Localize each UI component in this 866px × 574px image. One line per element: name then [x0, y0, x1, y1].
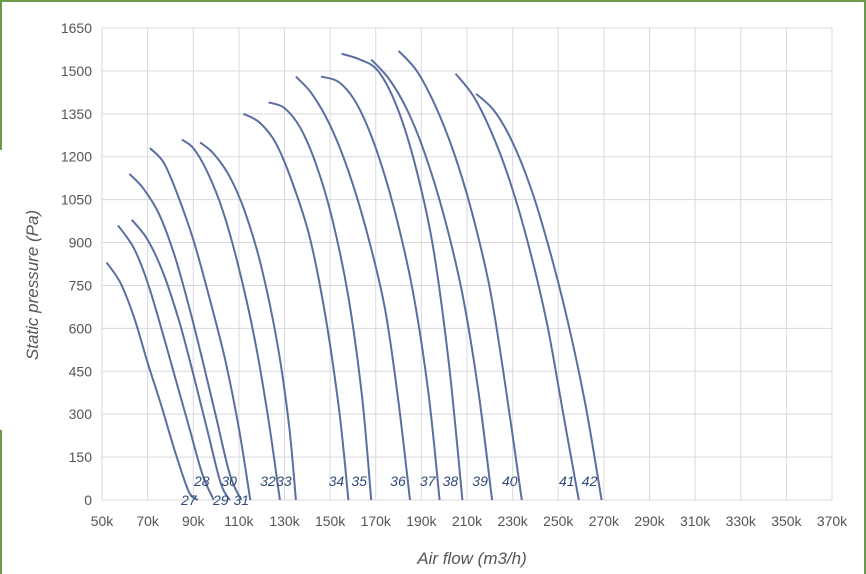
- curve-label-40: 40: [502, 473, 518, 489]
- x-tick-label: 270k: [589, 513, 620, 529]
- frame-accent-bottom: [0, 430, 2, 574]
- y-tick-label: 1350: [61, 106, 92, 122]
- series-line-29: [130, 219, 231, 501]
- x-tick-label: 130k: [269, 513, 300, 529]
- series-line-33: [199, 141, 297, 501]
- series-line-37: [320, 75, 441, 501]
- x-tick-label: 310k: [680, 513, 711, 529]
- curve-label-34: 34: [329, 473, 345, 489]
- curve-label-38: 38: [443, 473, 459, 489]
- frame-accent-top: [0, 0, 2, 150]
- x-tick-label: 370k: [817, 513, 848, 529]
- curve-label-31: 31: [233, 492, 249, 508]
- curve-label-35: 35: [351, 473, 367, 489]
- curve-label-33: 33: [276, 473, 292, 489]
- curve-label-30: 30: [221, 473, 237, 489]
- y-axis-tick-labels: 0 150 300 450 600 750 900 1050 1200 1350 1500 1650: [61, 20, 92, 508]
- x-tick-label: 350k: [771, 513, 802, 529]
- curve-label-42: 42: [582, 473, 598, 489]
- y-tick-label: 1500: [61, 63, 92, 79]
- curve-label-32: 32: [260, 473, 276, 489]
- x-tick-label: 70k: [136, 513, 160, 529]
- y-tick-label: 1200: [61, 149, 92, 165]
- x-tick-label: 170k: [361, 513, 392, 529]
- curve-label-27: 27: [180, 492, 198, 508]
- series-line-28: [117, 224, 215, 501]
- x-tick-label: 110k: [224, 513, 254, 529]
- series-line-35: [268, 101, 373, 501]
- x-tick-label: 50k: [91, 513, 115, 529]
- y-tick-label: 750: [69, 277, 93, 293]
- grid: [101, 27, 833, 501]
- series-line-32: [181, 138, 281, 501]
- curve-label-37: 37: [420, 473, 437, 489]
- x-tick-label: 230k: [497, 513, 528, 529]
- x-tick-label: 290k: [634, 513, 665, 529]
- curve-label-28: 28: [193, 473, 210, 489]
- series-line-41: [454, 73, 580, 501]
- x-tick-label: 190k: [406, 513, 437, 529]
- x-tick-label: 150k: [315, 513, 346, 529]
- y-axis-title: Static pressure (Pa): [23, 210, 42, 360]
- y-tick-label: 1050: [61, 192, 92, 208]
- x-axis-tick-labels: 50k 70k 90k 110k 130k 150k 170k 190k 210k 230k 250…: [91, 513, 848, 529]
- y-tick-label: 0: [84, 492, 92, 508]
- y-tick-label: 450: [69, 363, 93, 379]
- y-tick-label: 300: [69, 406, 93, 422]
- series-line-36: [295, 75, 411, 501]
- series-line-40: [397, 50, 523, 501]
- series-line-34: [242, 112, 350, 501]
- curve-label-41: 41: [559, 473, 575, 489]
- curve-label-29: 29: [212, 492, 229, 508]
- y-tick-label: 600: [69, 320, 93, 336]
- x-tick-label: 90k: [182, 513, 206, 529]
- series-line-39: [370, 58, 494, 501]
- x-axis-title: Air flow (m3/h): [416, 549, 527, 568]
- y-tick-label: 150: [69, 449, 93, 465]
- x-tick-label: 210k: [452, 513, 483, 529]
- series-lines: [105, 50, 603, 501]
- curve-label-39: 39: [472, 473, 488, 489]
- x-tick-label: 330k: [726, 513, 757, 529]
- series-line-38: [341, 52, 464, 501]
- x-tick-label: 250k: [543, 513, 574, 529]
- y-tick-label: 900: [69, 235, 93, 251]
- curve-label-36: 36: [390, 473, 406, 489]
- series-line-27: [105, 262, 199, 501]
- series-line-42: [475, 93, 603, 501]
- series-line-31: [149, 147, 252, 501]
- y-tick-label: 1650: [61, 20, 92, 36]
- series-line-30: [128, 173, 243, 501]
